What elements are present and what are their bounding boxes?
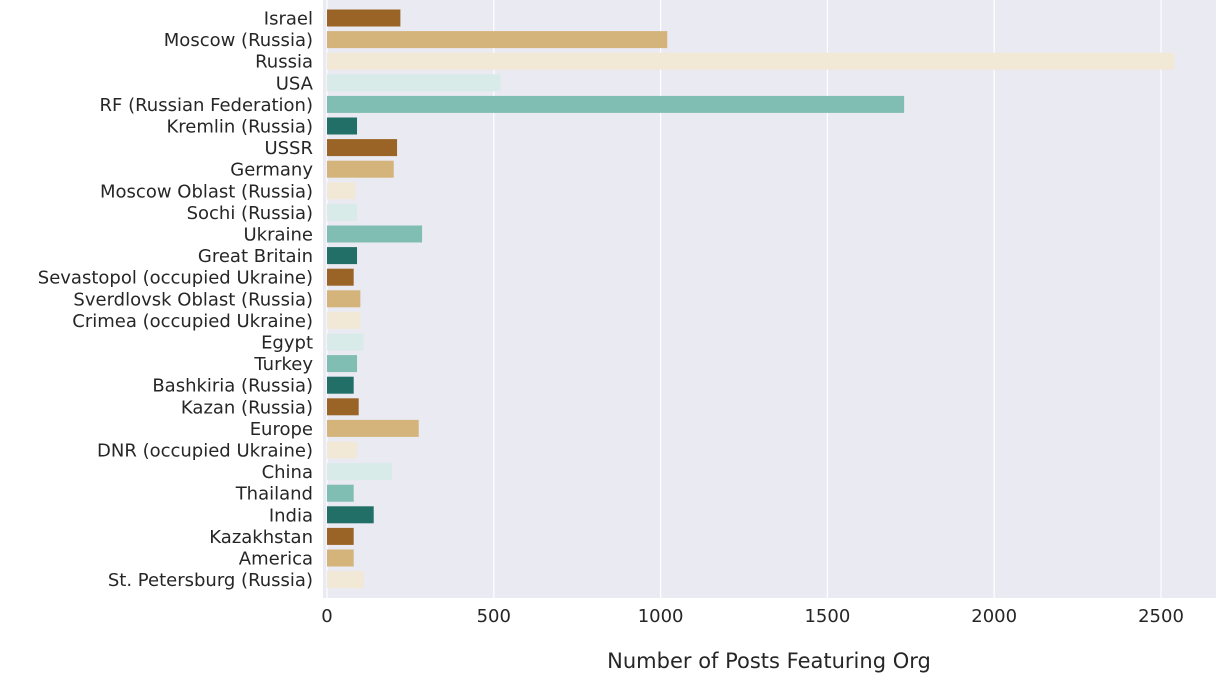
y-tick-label: RF (Russian Federation) <box>99 95 313 116</box>
y-tick-label: Thailand <box>235 484 313 505</box>
y-tick-label: Germany <box>230 160 313 181</box>
y-tick-label: Moscow Oblast (Russia) <box>100 181 313 202</box>
y-tick-label: Egypt <box>261 333 313 354</box>
y-tick-label: Russia <box>255 52 313 73</box>
x-tick-label: 1500 <box>804 606 850 627</box>
x-tick-label: 2500 <box>1138 606 1184 627</box>
x-tick-label: 1000 <box>638 606 684 627</box>
y-tick-label: Moscow (Russia) <box>164 30 313 51</box>
bar <box>327 247 358 265</box>
bar <box>327 441 358 459</box>
bar <box>327 398 359 416</box>
y-tick-label: Sverdlovsk Oblast (Russia) <box>73 289 313 310</box>
bar <box>327 527 354 545</box>
y-tick-label: Europe <box>250 419 313 440</box>
y-tick-label: USA <box>276 73 314 94</box>
x-tick-label: 500 <box>477 606 511 627</box>
bar <box>327 182 356 200</box>
bar <box>327 74 501 92</box>
bar <box>327 31 668 49</box>
y-tick-label: India <box>269 505 313 526</box>
y-tick-label: Kremlin (Russia) <box>167 117 314 138</box>
y-tick-label: Israel <box>264 9 313 30</box>
y-tick-label: DNR (occupied Ukraine) <box>97 441 313 462</box>
bar <box>327 506 374 524</box>
y-tick-label: Ukraine <box>243 225 313 246</box>
bar <box>327 355 358 373</box>
y-tick-label: Great Britain <box>198 246 313 267</box>
bar <box>327 571 364 589</box>
bar <box>327 484 354 502</box>
y-tick-label: China <box>262 462 313 483</box>
y-tick-label: Bashkiria (Russia) <box>152 376 313 397</box>
bar <box>327 52 1175 70</box>
bar <box>327 117 358 135</box>
bar <box>327 95 905 113</box>
x-tick-labels: 0 500 1000 1500 2000 2500 <box>321 606 1184 627</box>
bar <box>327 290 361 308</box>
y-tick-label: USSR <box>264 138 313 159</box>
x-tick-label: 0 <box>321 606 332 627</box>
y-tick-label: Turkey <box>253 354 313 375</box>
y-tick-label: America <box>239 549 313 570</box>
bar <box>327 333 364 351</box>
bar <box>327 268 354 286</box>
bar <box>327 9 401 27</box>
y-tick-label: St. Petersburg (Russia) <box>108 570 313 591</box>
y-tick-label: Sevastopol (occupied Ukraine) <box>38 268 313 289</box>
bar <box>327 160 394 178</box>
x-tick-label: 2000 <box>971 606 1017 627</box>
y-tick-label: Crimea (occupied Ukraine) <box>72 311 313 332</box>
bar <box>327 203 358 221</box>
bar <box>327 549 354 567</box>
y-tick-label: Kazakhstan <box>209 527 313 548</box>
bar <box>327 376 354 394</box>
bar <box>327 419 419 437</box>
bar <box>327 139 398 157</box>
x-axis-title: Number of Posts Featuring Org <box>607 649 931 673</box>
y-tick-label: Sochi (Russia) <box>187 203 313 224</box>
bar <box>327 225 423 243</box>
bar <box>327 463 393 481</box>
y-tick-label: Kazan (Russia) <box>181 397 313 418</box>
bar <box>327 311 361 329</box>
bars <box>327 9 1175 589</box>
